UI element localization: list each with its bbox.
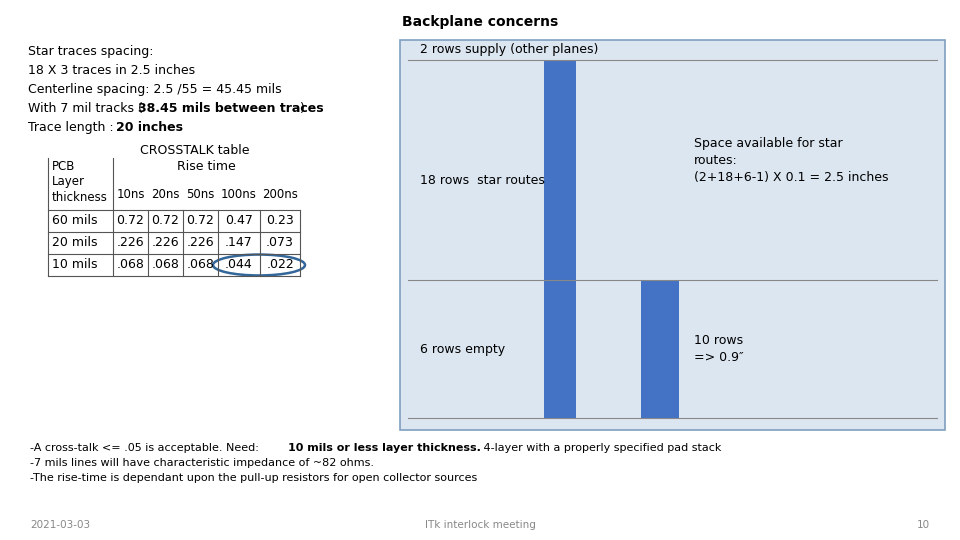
Text: Centerline spacing: 2.5 /55 = 45.45 mils: Centerline spacing: 2.5 /55 = 45.45 mils <box>28 83 281 96</box>
Text: .226: .226 <box>117 237 144 249</box>
Text: 6 rows empty: 6 rows empty <box>420 343 505 356</box>
Text: 0.72: 0.72 <box>152 214 180 227</box>
Text: .147: .147 <box>226 237 252 249</box>
Text: 10ns: 10ns <box>116 188 145 201</box>
Text: 0.72: 0.72 <box>116 214 144 227</box>
Text: 2 rows supply (other planes): 2 rows supply (other planes) <box>420 44 598 57</box>
Text: ): ) <box>300 102 305 115</box>
Text: 18 rows  star routes: 18 rows star routes <box>420 174 545 187</box>
Text: 20 mils: 20 mils <box>52 237 98 249</box>
Text: -The rise-time is dependant upon the pull-up resistors for open collector source: -The rise-time is dependant upon the pul… <box>30 473 477 483</box>
Bar <box>544 60 576 418</box>
Text: 60 mils: 60 mils <box>52 214 98 227</box>
Text: .068: .068 <box>116 259 144 272</box>
Text: 10 rows
=> 0.9″: 10 rows => 0.9″ <box>694 334 744 364</box>
Text: With 7 mil tracks (: With 7 mil tracks ( <box>28 102 143 115</box>
Text: PCB
Layer
thickness: PCB Layer thickness <box>52 160 108 204</box>
Text: Trace length :: Trace length : <box>28 121 118 134</box>
Text: 10 mils or less layer thickness.: 10 mils or less layer thickness. <box>288 443 481 453</box>
Text: .226: .226 <box>186 237 214 249</box>
Text: -A cross-talk <= .05 is acceptable. Need:: -A cross-talk <= .05 is acceptable. Need… <box>30 443 262 453</box>
Text: ITk interlock meeting: ITk interlock meeting <box>424 520 536 530</box>
Text: Rise time: Rise time <box>178 160 236 173</box>
Text: .044: .044 <box>226 259 252 272</box>
Text: 100ns: 100ns <box>221 188 257 201</box>
Text: -7 mils lines will have characteristic impedance of ~82 ohms.: -7 mils lines will have characteristic i… <box>30 458 374 468</box>
Text: Space available for star
routes:
(2+18+6-1) X 0.1 = 2.5 inches: Space available for star routes: (2+18+6… <box>694 137 889 184</box>
Text: Backplane concerns: Backplane concerns <box>402 15 558 29</box>
Text: 10: 10 <box>917 520 930 530</box>
Text: 10 mils: 10 mils <box>52 259 98 272</box>
Text: .022: .022 <box>266 259 294 272</box>
Text: .073: .073 <box>266 237 294 249</box>
Text: 2021-03-03: 2021-03-03 <box>30 520 90 530</box>
Text: 38.45 mils between traces: 38.45 mils between traces <box>138 102 324 115</box>
Text: .068: .068 <box>186 259 214 272</box>
Text: 0.72: 0.72 <box>186 214 214 227</box>
Text: 20 inches: 20 inches <box>116 121 183 134</box>
Text: Star traces spacing:: Star traces spacing: <box>28 45 154 58</box>
Text: CROSSTALK table: CROSSTALK table <box>140 144 250 157</box>
Text: 50ns: 50ns <box>186 188 215 201</box>
Text: 200ns: 200ns <box>262 188 298 201</box>
Text: 4-layer with a properly specified pad stack: 4-layer with a properly specified pad st… <box>480 443 721 453</box>
Text: .226: .226 <box>152 237 180 249</box>
Text: 0.47: 0.47 <box>225 214 252 227</box>
Text: 18 X 3 traces in 2.5 inches: 18 X 3 traces in 2.5 inches <box>28 64 195 77</box>
FancyBboxPatch shape <box>400 40 945 430</box>
Text: 0.23: 0.23 <box>266 214 294 227</box>
Bar <box>641 280 679 418</box>
Text: 20ns: 20ns <box>152 188 180 201</box>
Text: .068: .068 <box>152 259 180 272</box>
